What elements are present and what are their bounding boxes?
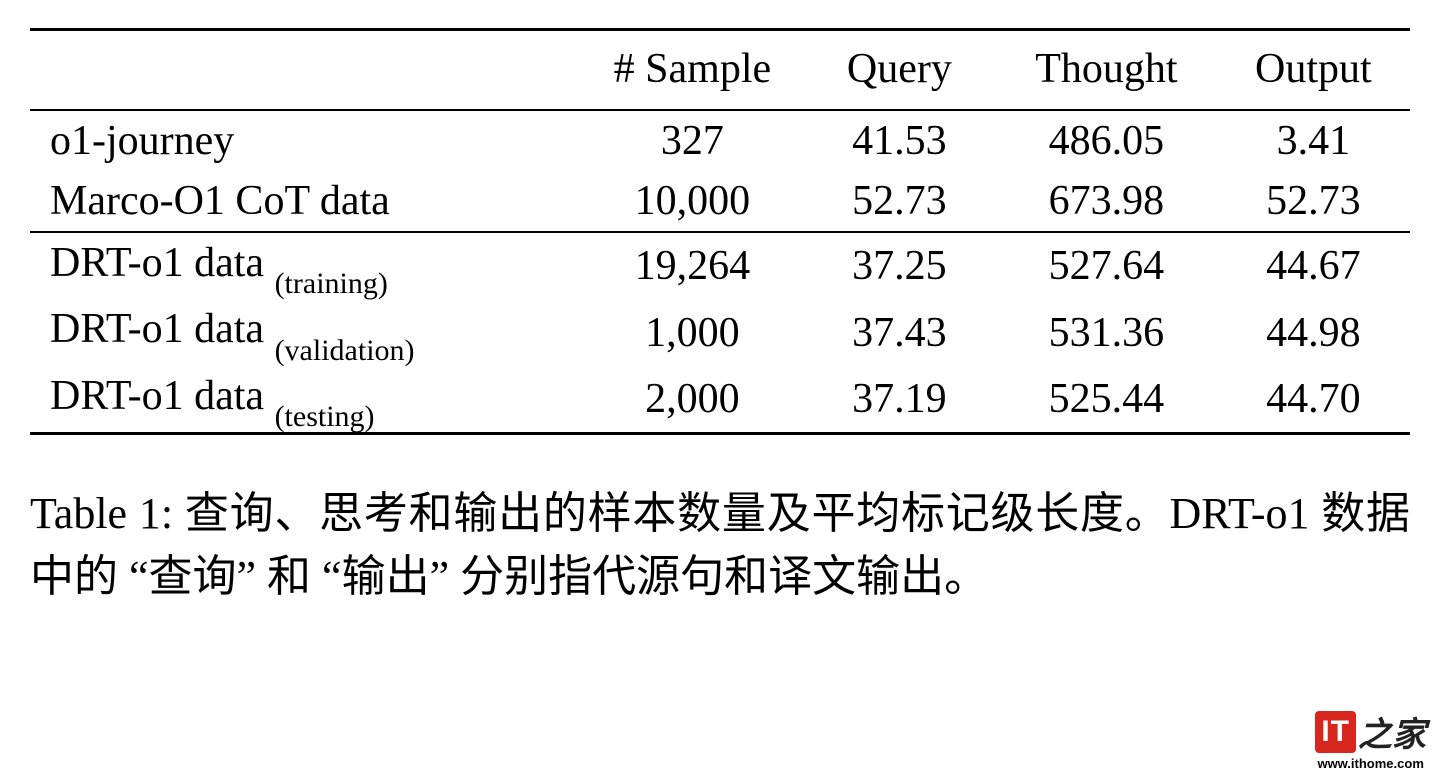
watermark-logo-box: IT xyxy=(1315,711,1356,753)
caption-text: 查询、思考和输出的样本数量及平均标记级长度。DRT-o1 数据中的 “查询” 和… xyxy=(30,489,1410,600)
table-row: DRT-o1 data (testing) 2,000 37.19 525.44… xyxy=(30,366,1410,434)
table-row: o1-journey 327 41.53 486.05 3.41 xyxy=(30,110,1410,171)
cell-sample: 2,000 xyxy=(582,366,803,434)
cell-sample: 327 xyxy=(582,110,803,171)
cell-query: 37.19 xyxy=(803,366,996,434)
col-header-query: Query xyxy=(803,30,996,111)
col-header-sample: # Sample xyxy=(582,30,803,111)
cell-output: 44.67 xyxy=(1217,232,1410,299)
table-header-row: # Sample Query Thought Output xyxy=(30,30,1410,111)
table-row: DRT-o1 data (training) 19,264 37.25 527.… xyxy=(30,232,1410,299)
cell-thought: 531.36 xyxy=(996,299,1217,365)
col-header-thought: Thought xyxy=(996,30,1217,111)
cell-output: 44.70 xyxy=(1217,366,1410,434)
data-table-container: # Sample Query Thought Output o1-journey… xyxy=(30,28,1410,435)
cell-thought: 525.44 xyxy=(996,366,1217,434)
cell-output: 52.73 xyxy=(1217,171,1410,232)
row-name: DRT-o1 data (testing) xyxy=(30,366,582,434)
cell-sample: 1,000 xyxy=(582,299,803,365)
cell-sample: 19,264 xyxy=(582,232,803,299)
col-header-output: Output xyxy=(1217,30,1410,111)
watermark-logo-zh: 之家 xyxy=(1358,707,1426,756)
table-row: DRT-o1 data (validation) 1,000 37.43 531… xyxy=(30,299,1410,365)
cell-query: 37.25 xyxy=(803,232,996,299)
cell-thought: 486.05 xyxy=(996,110,1217,171)
row-name: Marco-O1 CoT data xyxy=(30,171,582,232)
row-name: DRT-o1 data (validation) xyxy=(30,299,582,365)
watermark-logo: IT 之家 xyxy=(1315,707,1426,756)
table-row: Marco-O1 CoT data 10,000 52.73 673.98 52… xyxy=(30,171,1410,232)
cell-query: 37.43 xyxy=(803,299,996,365)
cell-query: 41.53 xyxy=(803,110,996,171)
data-table: # Sample Query Thought Output o1-journey… xyxy=(30,28,1410,435)
watermark: IT 之家 www.ithome.com xyxy=(1315,707,1426,771)
cell-sample: 10,000 xyxy=(582,171,803,232)
row-name: DRT-o1 data (training) xyxy=(30,232,582,299)
cell-thought: 527.64 xyxy=(996,232,1217,299)
row-name: o1-journey xyxy=(30,110,582,171)
watermark-url: www.ithome.com xyxy=(1315,756,1426,771)
cell-query: 52.73 xyxy=(803,171,996,232)
cell-thought: 673.98 xyxy=(996,171,1217,232)
caption-label: Table 1: xyxy=(30,489,173,538)
cell-output: 3.41 xyxy=(1217,110,1410,171)
cell-output: 44.98 xyxy=(1217,299,1410,365)
col-header-empty xyxy=(30,30,582,111)
table-caption: Table 1: 查询、思考和输出的样本数量及平均标记级长度。DRT-o1 数据… xyxy=(30,483,1410,608)
